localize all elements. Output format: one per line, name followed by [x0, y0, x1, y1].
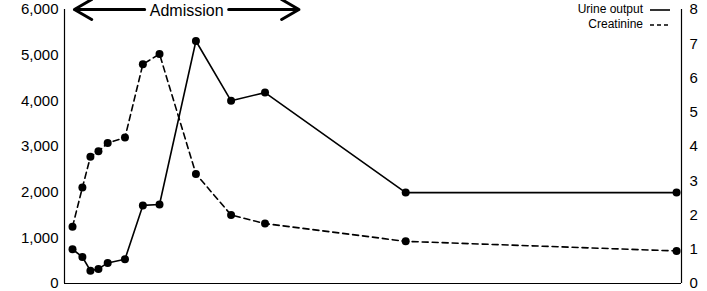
svg-text:5: 5: [690, 103, 698, 120]
svg-text:Admission: Admission: [150, 2, 224, 19]
svg-text:5,000: 5,000: [21, 46, 59, 63]
svg-text:8: 8: [690, 0, 698, 17]
svg-text:3: 3: [690, 172, 698, 189]
svg-text:0: 0: [50, 274, 58, 291]
svg-text:0: 0: [690, 274, 698, 291]
svg-text:1: 1: [690, 240, 698, 257]
svg-text:2: 2: [690, 206, 698, 223]
svg-text:7: 7: [690, 35, 698, 52]
svg-text:2,000: 2,000: [21, 183, 59, 200]
svg-text:4: 4: [690, 137, 698, 154]
svg-text:6: 6: [690, 69, 698, 86]
svg-text:3,000: 3,000: [21, 137, 59, 154]
svg-text:4,000: 4,000: [21, 92, 59, 109]
svg-text:6,000: 6,000: [21, 0, 59, 17]
html-text:Urine output: Urine output: [577, 2, 643, 16]
svg-text:1,000: 1,000: [21, 229, 59, 246]
html-text:Creatinine: Creatinine: [588, 17, 643, 31]
